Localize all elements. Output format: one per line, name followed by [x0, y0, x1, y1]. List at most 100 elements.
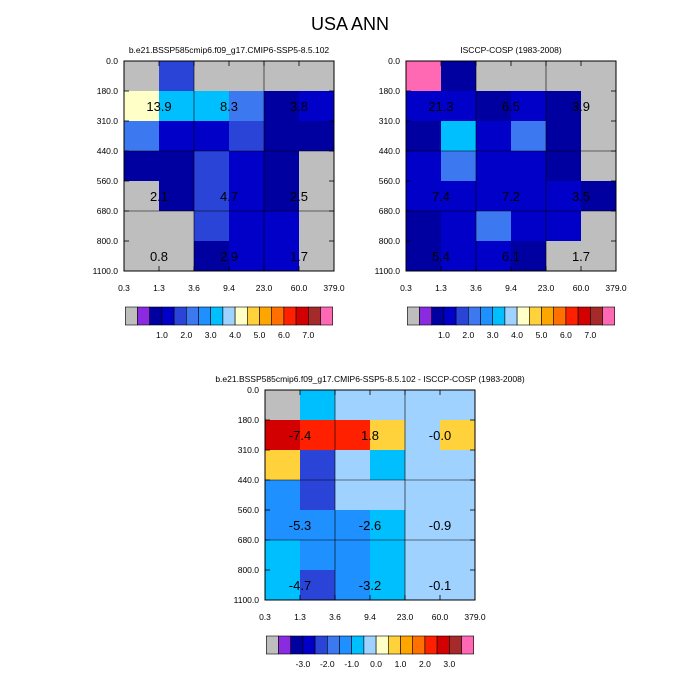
heatmap-cell	[335, 540, 371, 571]
heatmap-cell	[264, 61, 300, 92]
x-tick-label: 379.0	[323, 283, 345, 293]
x-tick-label: 9.4	[364, 612, 376, 622]
heatmap-cell	[370, 540, 406, 571]
heatmap-cell	[405, 510, 441, 541]
colorbar-swatch	[467, 306, 481, 326]
heatmap-cell	[159, 211, 195, 242]
heatmap-cell	[300, 510, 336, 541]
heatmap-cell	[265, 540, 301, 571]
heatmap-cell	[476, 121, 512, 152]
heatmap-cell	[370, 420, 406, 451]
cell-value-label: 13.9	[146, 99, 171, 114]
heatmap-cell	[229, 211, 265, 242]
heatmap-cell	[335, 480, 371, 511]
colorbar-swatch	[125, 306, 138, 326]
y-tick-label: 1100.0	[375, 266, 401, 276]
heatmap-cell	[546, 241, 582, 272]
heatmap-cell	[370, 390, 406, 421]
colorbar-swatch	[492, 306, 506, 326]
heatmap-cell	[476, 211, 512, 242]
colorbar-swatch	[363, 635, 377, 655]
x-tick-label: 379.0	[464, 612, 486, 622]
heatmap-cell	[476, 181, 512, 212]
colorbar-swatch	[480, 306, 493, 326]
colorbar-swatch	[431, 306, 445, 326]
heatmap-cell	[511, 241, 547, 272]
heatmap-cell	[229, 121, 265, 152]
colorbar-label: 2.0	[419, 659, 431, 669]
heatmap-cell	[124, 61, 160, 92]
heatmap-cell	[124, 241, 160, 272]
y-tick-label: 560.0	[379, 176, 401, 186]
heatmap-cell	[440, 570, 476, 601]
colorbar-swatch	[443, 306, 457, 326]
heatmap-cell	[405, 390, 441, 421]
heatmap-cell	[124, 181, 160, 212]
y-tick-label: 310.0	[238, 445, 260, 455]
y-tick-label: 310.0	[97, 116, 119, 126]
y-tick-label: 1100.0	[234, 595, 260, 605]
panels-group: b.e21.BSSP585cmip6.f09_g17.CMIP6-SSP5-8.…	[93, 45, 627, 669]
y-tick-label: 180.0	[97, 86, 119, 96]
heatmap-cell	[370, 510, 406, 541]
heatmap-cell	[440, 540, 476, 571]
heatmap-cell	[299, 91, 335, 122]
heatmap-cell	[581, 241, 617, 272]
y-tick-label: 440.0	[97, 146, 119, 156]
colorbar-swatch	[247, 306, 260, 326]
colorbar-swatch	[448, 635, 462, 655]
heatmap-cell	[299, 211, 335, 242]
heatmap-cell	[159, 121, 195, 152]
heatmap-cell	[299, 61, 335, 92]
x-tick-label: 60.0	[291, 283, 308, 293]
heatmap-cell	[406, 61, 442, 92]
x-tick-label: 0.3	[118, 283, 130, 293]
y-tick-label: 560.0	[97, 176, 119, 186]
heatmap-cell	[300, 390, 336, 421]
heatmap-cell	[194, 211, 230, 242]
colorbar-swatch	[283, 306, 297, 326]
colorbar-swatch	[198, 306, 211, 326]
panel-2: ISCCP-COSP (1983-2008) 21.3 6.5 3.9 7.4 7.2 3.…	[375, 45, 627, 340]
colorbar-label: 4.0	[511, 330, 523, 340]
y-tick-label: 560.0	[238, 505, 260, 515]
heatmap-cell	[265, 480, 301, 511]
colorbar-swatch	[541, 306, 554, 326]
colorbar-swatch	[375, 635, 389, 655]
colorbar-label: 3.0	[205, 330, 217, 340]
heatmap-cell	[581, 151, 617, 182]
heatmap-cell	[194, 121, 230, 152]
heatmap-cell	[370, 570, 406, 601]
heatmap-cell	[476, 91, 512, 122]
heatmap-cell	[546, 151, 582, 182]
panel-title: ISCCP-COSP (1983-2008)	[460, 45, 562, 55]
heatmap-cell	[441, 91, 477, 122]
cell-value-label: 1.8	[361, 428, 379, 443]
cell-value-label: 7.2	[502, 189, 520, 204]
heatmap-cell	[581, 181, 617, 212]
y-tick-label: 680.0	[97, 206, 119, 216]
x-tick-label: 0.3	[259, 612, 271, 622]
heatmap-cell	[546, 91, 582, 122]
colorbar-swatch	[565, 306, 579, 326]
cell-value-label: -5.3	[289, 518, 311, 533]
heatmap-cell	[299, 121, 335, 152]
panel-1: b.e21.BSSP585cmip6.f09_g17.CMIP6-SSP5-8.…	[93, 45, 345, 340]
heatmap-cell	[406, 181, 442, 212]
heatmap-cell	[581, 121, 617, 152]
colorbar-swatch	[314, 635, 328, 655]
cell-value-label: -7.4	[289, 428, 311, 443]
heatmap-cell	[441, 181, 477, 212]
heatmap-cell	[300, 540, 336, 571]
heatmap-cell	[335, 570, 371, 601]
colorbar-swatch	[412, 635, 426, 655]
heatmap-cell	[300, 570, 336, 601]
colorbar-label: 1.0	[395, 659, 407, 669]
colorbar-swatch	[259, 306, 272, 326]
heatmap-cell	[476, 241, 512, 272]
panel-3: b.e21.BSSP585cmip6.f09_g17.CMIP6-SSP5-8.…	[215, 374, 524, 669]
colorbar-label: 0.0	[370, 659, 382, 669]
cell-value-label: 6.5	[502, 99, 520, 114]
x-tick-label: 0.3	[400, 283, 412, 293]
colorbar-swatch	[589, 306, 603, 326]
